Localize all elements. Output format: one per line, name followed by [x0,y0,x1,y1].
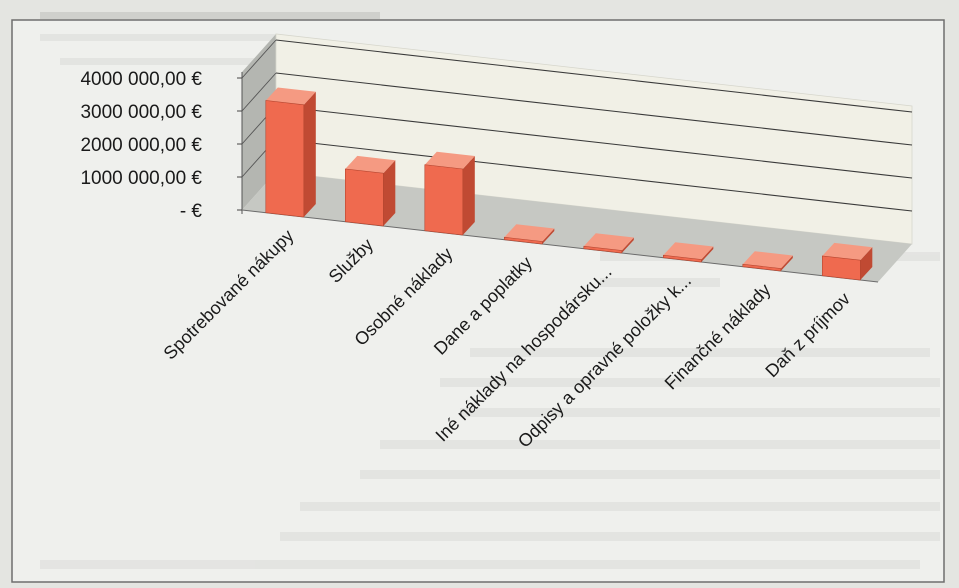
plot-area [241,33,913,283]
y-axis-ticks: 4000 000,00 € 3000 000,00 € 2000 000,00 € 1… [80,69,242,222]
bar-front [424,164,464,236]
bar [742,251,793,272]
bar-front [265,100,305,218]
y-tick-label: 4000 000,00 € [80,69,202,90]
bar-top [504,224,555,242]
bar [821,242,873,281]
bar [265,87,316,218]
bar-side [860,247,873,280]
bar-front [662,254,702,263]
gridline [275,39,913,113]
y-tick-label: 1000 000,00 € [80,168,202,189]
bar-front [503,236,543,245]
gridline [275,105,913,179]
bar-side [621,237,634,253]
bar [583,233,634,254]
gridline [241,39,277,79]
bar-front [583,245,623,254]
bar [344,155,396,227]
gridline [275,138,913,212]
bar-side [462,156,475,235]
bar-side [780,255,793,271]
y-tick-label: 3000 000,00 € [80,102,202,123]
bar-top [265,87,316,105]
bar-top [663,242,714,260]
bar-front [821,255,861,281]
bar-front [344,168,384,227]
bar [424,151,475,236]
gridline [275,72,913,146]
bar-top [345,155,396,174]
bar-top [424,151,475,169]
gridline [241,72,277,112]
bar-side [542,228,555,244]
bar-side [303,91,316,217]
y-tick-label: 2000 000,00 € [80,135,202,156]
bar-front [742,263,782,272]
bar-side [701,246,714,262]
bar [503,224,555,245]
bar-top [742,251,793,269]
bar-top [583,233,634,251]
bar-side [383,160,396,226]
floor [242,172,912,282]
y-tick-label: - € [180,201,203,222]
bar-top [822,242,873,261]
bar [662,242,714,263]
